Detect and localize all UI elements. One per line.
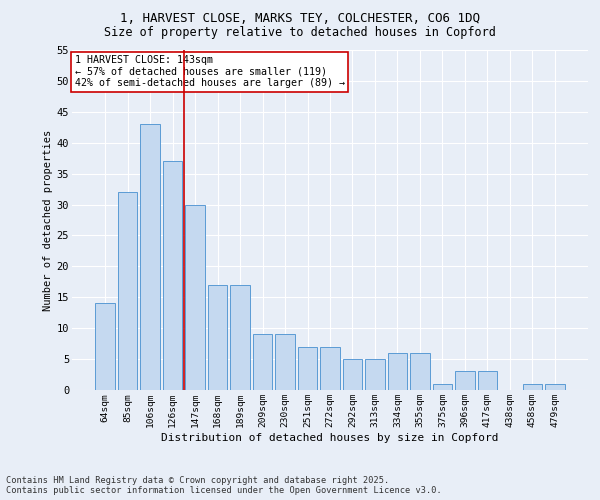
Bar bbox=[320, 346, 340, 390]
Text: Contains HM Land Registry data © Crown copyright and database right 2025.
Contai: Contains HM Land Registry data © Crown c… bbox=[6, 476, 442, 495]
Bar bbox=[388, 353, 407, 390]
Bar bbox=[208, 285, 227, 390]
Bar bbox=[433, 384, 452, 390]
Bar bbox=[365, 359, 385, 390]
Bar bbox=[410, 353, 430, 390]
Bar bbox=[230, 285, 250, 390]
Bar bbox=[298, 346, 317, 390]
Bar bbox=[185, 204, 205, 390]
Text: Size of property relative to detached houses in Copford: Size of property relative to detached ho… bbox=[104, 26, 496, 39]
Bar bbox=[118, 192, 137, 390]
Bar bbox=[455, 372, 475, 390]
Bar bbox=[523, 384, 542, 390]
Bar bbox=[163, 162, 182, 390]
Bar bbox=[343, 359, 362, 390]
Bar bbox=[275, 334, 295, 390]
X-axis label: Distribution of detached houses by size in Copford: Distribution of detached houses by size … bbox=[161, 433, 499, 443]
Bar bbox=[140, 124, 160, 390]
Bar bbox=[95, 304, 115, 390]
Text: 1, HARVEST CLOSE, MARKS TEY, COLCHESTER, CO6 1DQ: 1, HARVEST CLOSE, MARKS TEY, COLCHESTER,… bbox=[120, 12, 480, 26]
Bar bbox=[478, 372, 497, 390]
Bar bbox=[253, 334, 272, 390]
Text: 1 HARVEST CLOSE: 143sqm
← 57% of detached houses are smaller (119)
42% of semi-d: 1 HARVEST CLOSE: 143sqm ← 57% of detache… bbox=[74, 55, 344, 88]
Y-axis label: Number of detached properties: Number of detached properties bbox=[43, 130, 53, 310]
Bar bbox=[545, 384, 565, 390]
